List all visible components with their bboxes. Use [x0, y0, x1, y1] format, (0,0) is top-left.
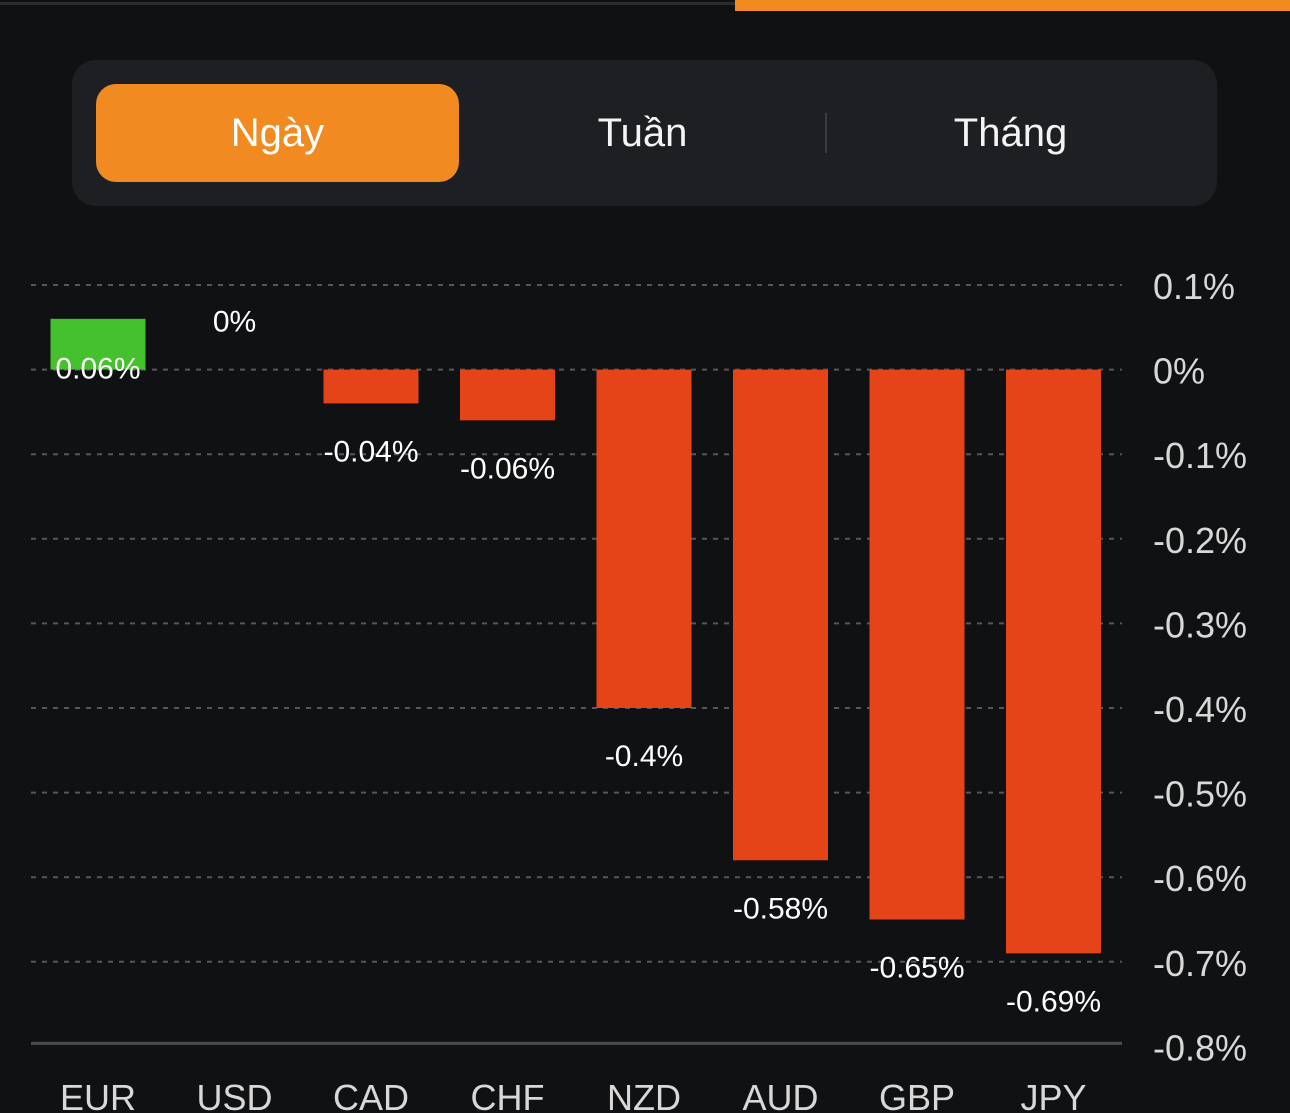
data-label: 0.06%	[55, 353, 140, 386]
top-tab-indicator	[0, 0, 1290, 11]
tab-divider	[825, 113, 827, 153]
data-label: -0.69%	[1006, 985, 1101, 1018]
bar-jpy	[1006, 369, 1101, 954]
x-category-label: AUD	[742, 1077, 818, 1113]
tab-month[interactable]: Tháng	[953, 110, 1068, 155]
bar-eur	[50, 318, 146, 370]
currency-strength-chart: 0.1% 0% -0.1% -0.2% -0.3% -0.4% -0.5% -0.6% -0.7…	[31, 266, 1247, 1113]
y-tick-label: -0.3%	[1153, 604, 1247, 645]
data-label: -0.65%	[869, 952, 964, 985]
y-tick-label: 0%	[1153, 351, 1205, 392]
y-tick-label: -0.7%	[1153, 943, 1247, 984]
y-tick-label: -0.1%	[1153, 435, 1247, 476]
x-category-label: NZD	[607, 1077, 681, 1113]
tab-day[interactable]: Ngày	[96, 84, 459, 182]
y-tick-label: -0.5%	[1153, 774, 1247, 815]
bar-aud	[733, 369, 828, 861]
bar-nzd	[596, 369, 692, 708]
x-category-label: GBP	[879, 1077, 955, 1113]
bar-chf	[460, 369, 555, 421]
period-selector: Ngày Tuần Tháng	[72, 60, 1217, 206]
data-label: 0%	[213, 306, 256, 339]
tab-indicator-track	[0, 2, 735, 5]
y-tick-label: -0.6%	[1153, 858, 1247, 899]
y-tick-label: -0.8%	[1153, 1027, 1247, 1068]
tab-week[interactable]: Tuần	[597, 110, 688, 155]
bar-cad	[323, 369, 419, 404]
x-category-label: CAD	[333, 1077, 409, 1113]
x-category-label: JPY	[1020, 1077, 1086, 1113]
data-label: -0.58%	[733, 892, 828, 925]
data-label: -0.06%	[460, 452, 555, 485]
x-category-label: USD	[196, 1077, 272, 1113]
y-tick-label: 0.1%	[1153, 266, 1235, 307]
data-label: -0.4%	[605, 740, 683, 773]
x-category-label: CHF	[471, 1077, 545, 1113]
data-label: -0.04%	[323, 435, 418, 468]
y-tick-label: -0.2%	[1153, 520, 1247, 561]
y-tick-label: -0.4%	[1153, 689, 1247, 730]
bar-gbp	[869, 369, 965, 920]
x-category-label: EUR	[60, 1077, 136, 1113]
tab-indicator-active	[735, 0, 1290, 11]
